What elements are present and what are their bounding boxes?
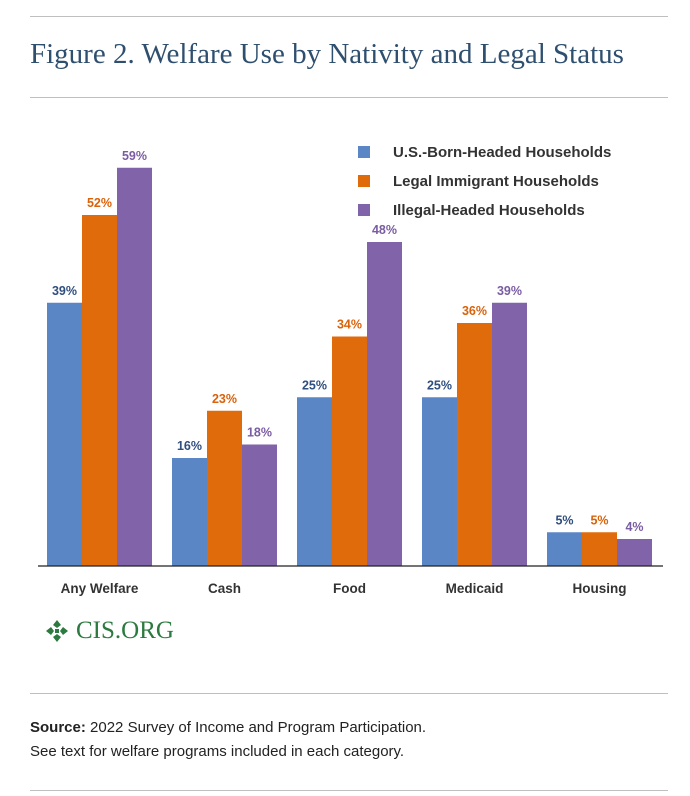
- category-labels-group: Any Welfare Cash Food Medicaid Housing: [61, 581, 627, 596]
- category-label: Food: [333, 581, 366, 596]
- bar-value-label: 23%: [212, 392, 237, 406]
- value-labels-group: 39% 52% 59% 16% 23% 18% 25% 34% 48% 25% 36% 39% 5% 5%…: [52, 149, 644, 534]
- legend: U.S.-Born-Headed Households Legal Immigra…: [358, 144, 611, 219]
- bar-value-label: 5%: [590, 513, 608, 527]
- category-label: Medicaid: [446, 581, 504, 596]
- bar-value-label: 59%: [122, 149, 147, 163]
- bar-value-label: 52%: [87, 196, 112, 210]
- bar-value-label: 4%: [625, 520, 643, 534]
- bar: [422, 397, 457, 566]
- bar: [332, 336, 367, 566]
- legend-label: U.S.-Born-Headed Households: [393, 144, 611, 161]
- bars-group: [47, 167, 652, 566]
- category-label: Housing: [573, 581, 627, 596]
- bar: [492, 302, 527, 566]
- chart-title: Figure 2. Welfare Use by Nativity and Le…: [30, 38, 624, 70]
- legend-swatch: [358, 204, 370, 216]
- bar-value-label: 48%: [372, 223, 397, 237]
- bar: [82, 215, 117, 566]
- bar-value-label: 16%: [177, 439, 202, 453]
- bar-value-label: 39%: [497, 284, 522, 298]
- bar: [617, 539, 652, 566]
- title-rule: [30, 97, 668, 98]
- legend-label: Legal Immigrant Households: [393, 173, 599, 190]
- category-label: Cash: [208, 581, 241, 596]
- bar: [582, 532, 617, 566]
- bar-value-label: 5%: [555, 513, 573, 527]
- source-rule: [30, 693, 668, 694]
- bar: [242, 444, 277, 566]
- bar-value-label: 25%: [427, 378, 452, 392]
- source-line: Source: 2022 Survey of Income and Progra…: [30, 719, 426, 736]
- legend-swatch: [358, 175, 370, 187]
- bar-value-label: 34%: [337, 318, 362, 332]
- logo-text: CIS.ORG: [76, 617, 174, 644]
- legend-swatch: [358, 146, 370, 158]
- bar-value-label: 36%: [462, 304, 487, 318]
- bar-value-label: 18%: [247, 426, 272, 440]
- bar-value-label: 39%: [52, 284, 77, 298]
- bar: [47, 302, 82, 566]
- legend-label: Illegal-Headed Households: [393, 202, 585, 219]
- bar: [367, 242, 402, 566]
- bar-chart: 39% 52% 59% 16% 23% 18% 25% 34% 48% 25% 36% 39% 5% 5%…: [38, 144, 663, 596]
- bar: [207, 410, 242, 566]
- bottom-rule: [30, 790, 668, 791]
- bar: [117, 167, 152, 566]
- bar: [297, 397, 332, 566]
- source-label: Source:: [30, 719, 86, 736]
- bar: [547, 532, 582, 566]
- bar: [457, 323, 492, 566]
- category-label: Any Welfare: [61, 581, 139, 596]
- bar: [172, 458, 207, 566]
- top-rule: [30, 16, 668, 17]
- bar-value-label: 25%: [302, 378, 327, 392]
- cis-logo: CIS.ORG: [44, 616, 174, 646]
- note-line: See text for welfare programs included i…: [30, 743, 405, 760]
- cis-logo-icon: [46, 620, 68, 642]
- source-text: 2022 Survey of Income and Program Partic…: [90, 719, 427, 736]
